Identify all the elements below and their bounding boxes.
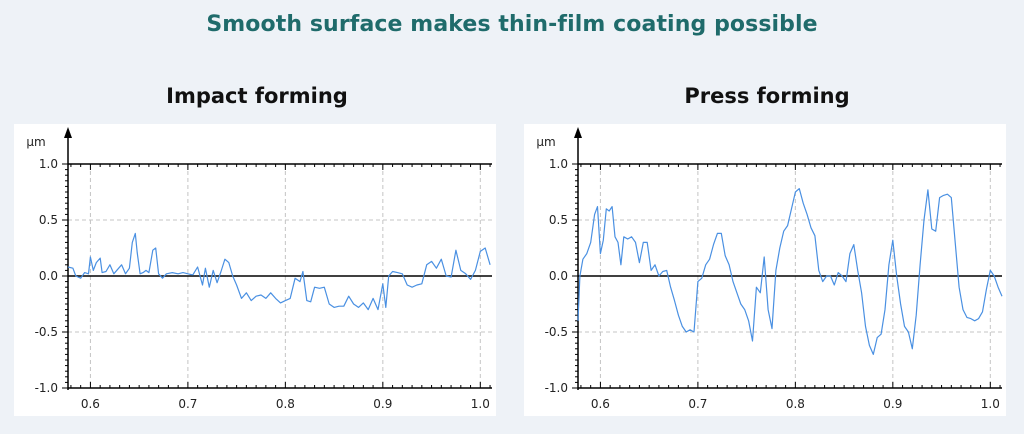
x-tick-label: 0.6 — [81, 397, 100, 411]
x-tick-label: 1.0 — [981, 397, 1000, 411]
y-tick-label: 1.0 — [549, 157, 568, 171]
plot-area: -1.0 -0.5 0.0 0.5 1.0 0.6 0.7 0.8 0.9 1.0 µm — [14, 124, 496, 416]
press-forming-chart: -1.0 -0.5 0.0 0.5 1.0 0.6 0.7 0.8 0.9 1.0 µm — [536, 127, 1003, 411]
x-tick-label: 0.7 — [178, 397, 197, 411]
x-tick-label: 1.0 — [471, 397, 490, 411]
y-tick-label: -0.5 — [545, 325, 568, 339]
chart-panel-press: Press forming -1.0 -0.5 0.0 0.5 1.0 0.6 0.7 0.8… — [524, 80, 1010, 420]
x-tick-label: 0.9 — [373, 397, 392, 411]
chart-title: Press forming — [684, 84, 850, 108]
y-axis-arrow — [64, 127, 72, 138]
y-tick-label: 0.5 — [549, 213, 568, 227]
x-tick-label: 0.7 — [688, 397, 707, 411]
x-tick-label: 0.8 — [786, 397, 805, 411]
y-tick-label: 0.0 — [39, 269, 58, 283]
page-title: Smooth surface makes thin-film coating p… — [206, 12, 818, 37]
chart-panel-impact: Impact forming -1.0 -0.5 0.0 0.5 1.0 0.6 0.7 0.… — [14, 80, 500, 420]
y-axis-arrow — [574, 127, 582, 138]
data-line — [67, 232, 491, 311]
y-tick-label: 0.0 — [549, 269, 568, 283]
chart-title: Impact forming — [166, 84, 348, 108]
y-tick-label: 1.0 — [39, 157, 58, 171]
y-tick-label: -0.5 — [35, 325, 58, 339]
y-tick-label: -1.0 — [35, 381, 58, 395]
data-line — [577, 187, 1003, 355]
y-axis-label: µm — [26, 135, 45, 149]
x-tick-label: 0.6 — [591, 397, 610, 411]
plot-area: -1.0 -0.5 0.0 0.5 1.0 0.6 0.7 0.8 0.9 1.0 µm — [524, 124, 1006, 416]
x-tick-label: 0.9 — [883, 397, 902, 411]
y-tick-label: 0.5 — [39, 213, 58, 227]
y-tick-label: -1.0 — [545, 381, 568, 395]
x-tick-label: 0.8 — [276, 397, 295, 411]
impact-forming-chart: -1.0 -0.5 0.0 0.5 1.0 0.6 0.7 0.8 0.9 1.0 µm — [26, 127, 492, 411]
y-axis-label: µm — [536, 135, 555, 149]
